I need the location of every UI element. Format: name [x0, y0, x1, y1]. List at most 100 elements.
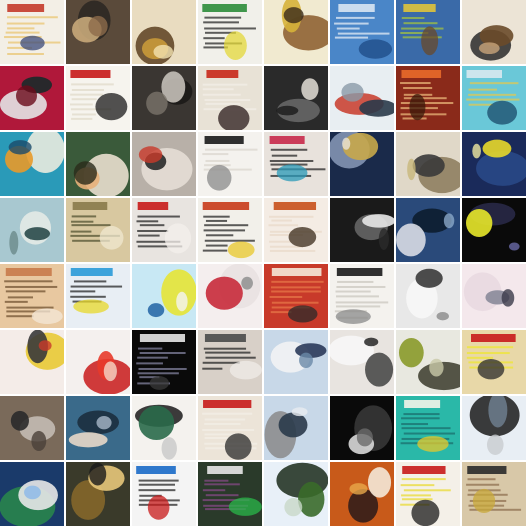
grid-tile [264, 198, 328, 262]
generated-image [396, 264, 460, 328]
grid-tile [264, 396, 328, 460]
grid-tile [330, 396, 394, 460]
grid-tile [330, 462, 394, 526]
generated-image [462, 330, 526, 394]
generated-image [264, 396, 328, 460]
generated-image [396, 396, 460, 460]
generated-image [66, 462, 130, 526]
grid-tile [330, 264, 394, 328]
grid-tile [0, 396, 64, 460]
grid-tile [264, 462, 328, 526]
grid-tile [396, 0, 460, 64]
grid-tile [264, 132, 328, 196]
generated-image [396, 132, 460, 196]
generated-image [462, 0, 526, 64]
generated-image [330, 132, 394, 196]
grid-tile [396, 198, 460, 262]
grid-tile [462, 66, 526, 130]
generated-image [0, 330, 64, 394]
generated-image [264, 198, 328, 262]
generated-image [330, 66, 394, 130]
grid-tile [330, 198, 394, 262]
grid-tile [0, 198, 64, 262]
grid-tile [462, 462, 526, 526]
grid-tile [132, 264, 196, 328]
grid-tile [132, 330, 196, 394]
grid-tile [396, 264, 460, 328]
grid-tile [330, 66, 394, 130]
grid-tile [198, 396, 262, 460]
generated-image [462, 198, 526, 262]
grid-tile [198, 66, 262, 130]
generated-image [198, 66, 262, 130]
generated-image [330, 396, 394, 460]
grid-tile [0, 0, 64, 64]
generated-image [0, 198, 64, 262]
grid-tile [330, 330, 394, 394]
generated-image [462, 264, 526, 328]
generated-image [396, 198, 460, 262]
grid-tile [198, 462, 262, 526]
grid-tile [198, 198, 262, 262]
grid-tile [462, 264, 526, 328]
generated-image [264, 132, 328, 196]
grid-tile [132, 0, 196, 64]
grid-tile [66, 132, 130, 196]
generated-image [330, 198, 394, 262]
grid-tile [0, 462, 64, 526]
grid-tile [132, 462, 196, 526]
generated-image [462, 462, 526, 526]
grid-tile [198, 264, 262, 328]
generated-image [396, 330, 460, 394]
generated-image [132, 330, 196, 394]
generated-image [396, 0, 460, 64]
generated-image [0, 396, 64, 460]
grid-tile [0, 330, 64, 394]
generated-image [330, 330, 394, 394]
grid-tile [66, 462, 130, 526]
generated-image [0, 66, 64, 130]
generated-image [132, 66, 196, 130]
grid-tile [0, 264, 64, 328]
grid-tile [0, 66, 64, 130]
grid-tile [198, 132, 262, 196]
generated-image [198, 396, 262, 460]
generated-image [132, 198, 196, 262]
generated-image [0, 462, 64, 526]
grid-tile [66, 66, 130, 130]
grid-tile [264, 66, 328, 130]
generated-image [396, 66, 460, 130]
grid-tile [396, 462, 460, 526]
generated-image [330, 462, 394, 526]
generated-image [396, 462, 460, 526]
generated-image [132, 132, 196, 196]
generated-image [462, 396, 526, 460]
generated-image [66, 396, 130, 460]
generated-image [462, 132, 526, 196]
grid-tile [396, 330, 460, 394]
grid-tile [396, 132, 460, 196]
grid-tile [198, 0, 262, 64]
generated-image [0, 0, 64, 64]
generated-image [66, 264, 130, 328]
generated-image [132, 396, 196, 460]
generated-image [66, 0, 130, 64]
grid-tile [462, 0, 526, 64]
generated-image [66, 330, 130, 394]
grid-tile [132, 66, 196, 130]
generated-image [264, 330, 328, 394]
grid-tile [264, 0, 328, 64]
generated-image [0, 132, 64, 196]
grid-tile [396, 396, 460, 460]
grid-tile [264, 330, 328, 394]
generated-image [264, 0, 328, 64]
grid-tile [0, 132, 64, 196]
generated-image [330, 0, 394, 64]
generated-image [198, 462, 262, 526]
grid-tile [132, 132, 196, 196]
grid-tile [462, 330, 526, 394]
grid-tile [330, 0, 394, 64]
grid-tile [66, 264, 130, 328]
grid-tile [264, 264, 328, 328]
